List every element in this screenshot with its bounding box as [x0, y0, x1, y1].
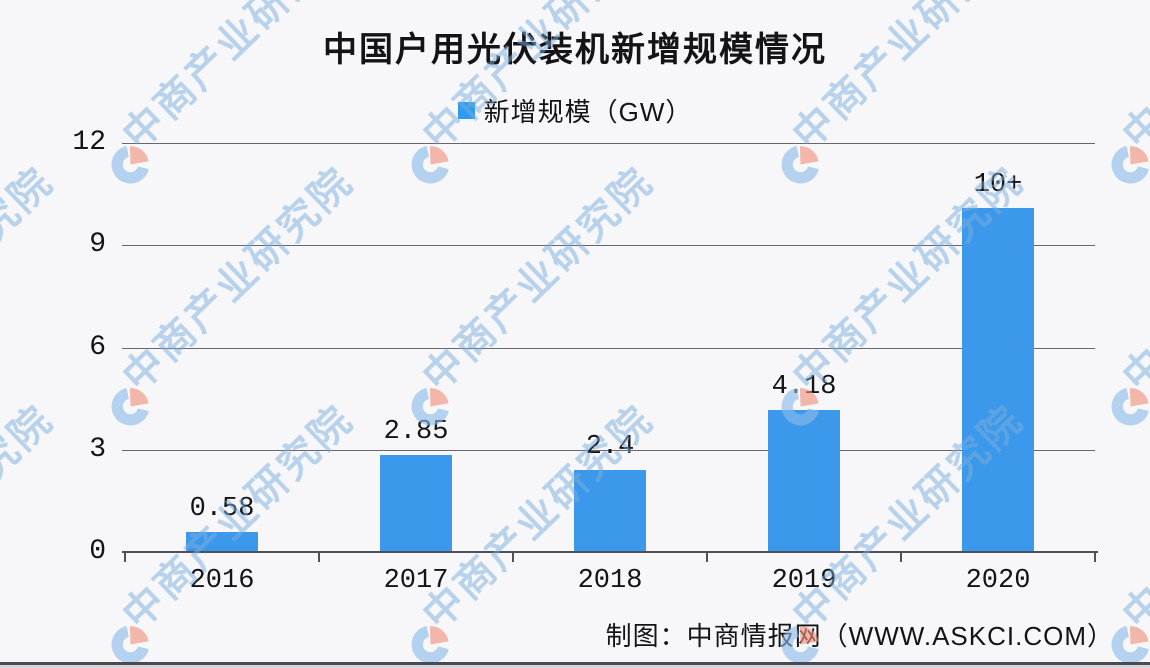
gridline-12 [122, 143, 1095, 144]
x-axis-line [122, 551, 1098, 553]
watermark-tile: 中商产业研究院 [1108, 0, 1150, 186]
askci-logo-icon [1111, 145, 1150, 184]
watermark-text: 中商产业研究院 [1114, 159, 1150, 400]
y-axis-label-3: 3 [89, 433, 106, 465]
y-axis-label-12: 12 [72, 127, 106, 158]
value-label-2016: 0.58 [189, 494, 255, 525]
bottom-edge [0, 665, 1150, 668]
bar-2017 [380, 454, 452, 551]
legend-marker-icon [457, 102, 475, 119]
watermark-tile: 中商产业研究院 [108, 159, 362, 428]
bar-2016 [186, 532, 258, 551]
bar-2019 [768, 409, 840, 551]
askci-logo-icon [111, 625, 150, 664]
legend-label: 新增规模（GW） [483, 97, 693, 127]
askci-logo-icon [411, 145, 450, 184]
watermark-text: 中商产业研究院 [0, 159, 62, 400]
gridline-9 [122, 245, 1095, 247]
bottom-edge-line [0, 662, 1150, 665]
value-label-2018: 2.4 [585, 432, 635, 463]
x-axis-tick [1094, 553, 1096, 562]
watermark-tile: 中商产业研究院 [408, 0, 662, 186]
watermark-tile: 中商产业研究院 [778, 0, 1032, 186]
value-label-2020: 10+ [973, 169, 1023, 200]
x-axis-tick [318, 553, 320, 562]
gridline-3 [122, 449, 1095, 451]
x-axis-tick [512, 553, 514, 562]
x-axis-label-2016: 2016 [189, 566, 255, 596]
chart-title: 中国户用光伏装机新增规模情况 [323, 31, 827, 69]
gridline-6 [122, 347, 1095, 349]
askci-logo-icon [1111, 625, 1150, 664]
value-label-2019: 4.18 [771, 371, 837, 402]
y-axis-label-6: 6 [89, 331, 106, 363]
watermark-tile: 中商产业研究院 [1108, 397, 1150, 666]
x-axis-tick [706, 553, 708, 562]
watermark-tile: 中商产业研究院 [408, 397, 662, 666]
watermark-tile: 中商产业研究院 [108, 0, 362, 186]
askci-logo-icon [111, 387, 150, 426]
askci-logo-icon [1111, 387, 1150, 426]
x-axis-label-2020: 2020 [965, 566, 1031, 596]
watermark-tile: 中商产业研究院 [108, 397, 362, 666]
watermark-text: 中商产业研究院 [414, 159, 662, 400]
credit-line: 制图：中商情报网（WWW.ASKCI.COM） [605, 621, 1114, 651]
x-axis-label-2019: 2019 [771, 566, 837, 596]
x-axis-tick [900, 553, 902, 562]
watermark-text: 中商产业研究院 [1114, 397, 1150, 638]
y-axis-label-0: 0 [89, 536, 106, 567]
y-axis-label-9: 9 [89, 229, 106, 261]
bar-2018 [574, 470, 646, 551]
x-axis-label-2018: 2018 [577, 566, 643, 596]
watermark-tile: 中商产业研究院 [1108, 159, 1150, 428]
value-label-2017: 2.85 [383, 416, 449, 447]
x-axis-tick [124, 553, 126, 562]
bar-2020 [962, 207, 1034, 551]
watermark-text: 中商产业研究院 [114, 159, 362, 400]
askci-logo-icon [781, 145, 820, 184]
askci-logo-icon [111, 145, 150, 184]
askci-logo-icon [411, 625, 450, 664]
x-axis-label-2017: 2017 [383, 566, 449, 596]
legend: 新增规模（GW） [0, 92, 1150, 129]
